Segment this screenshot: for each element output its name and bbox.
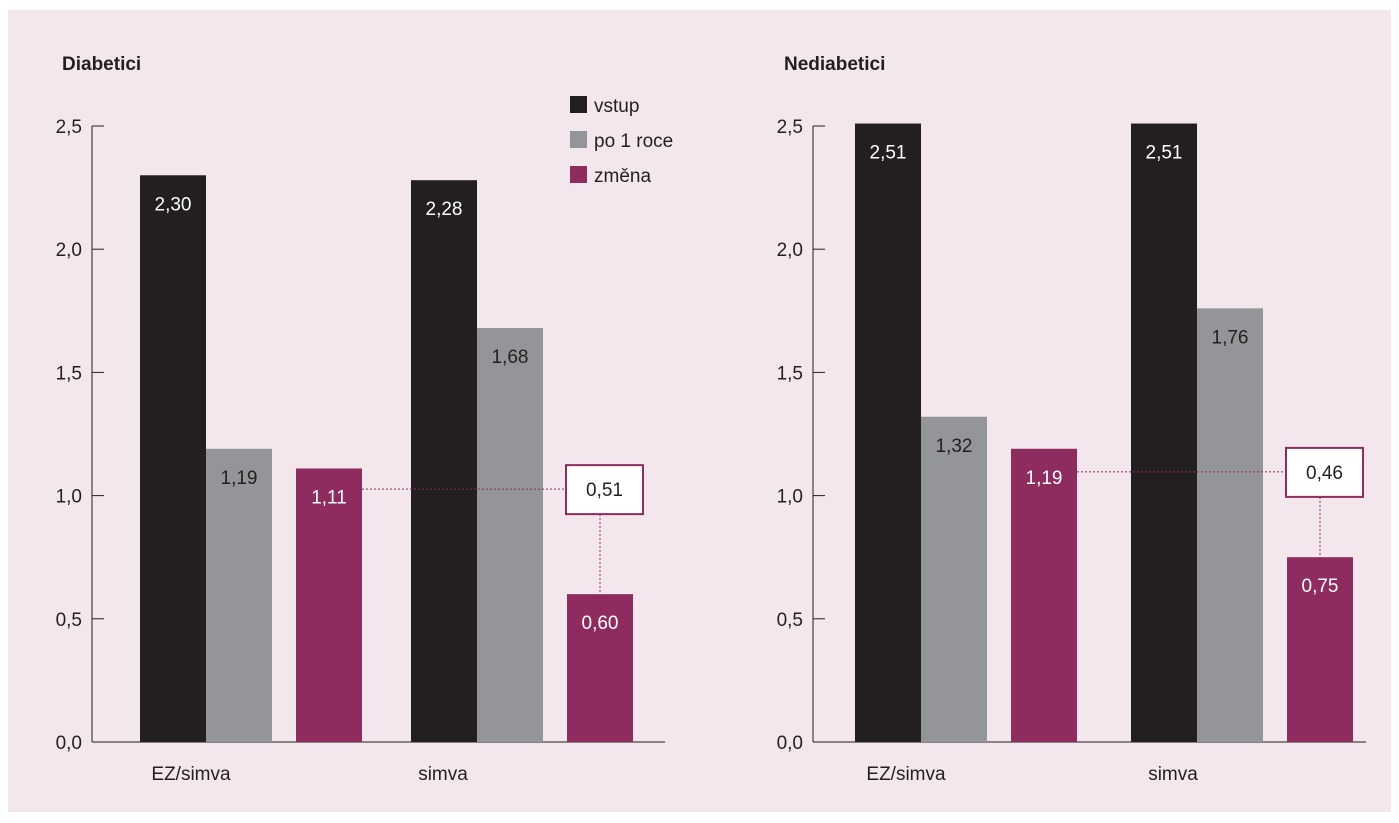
legend-label: změna: [594, 166, 651, 187]
bar-po-1-roce: [477, 328, 543, 742]
bar-data-label: 1,11: [311, 487, 347, 508]
chart-title: Nediabetici: [784, 54, 885, 75]
bar-data-label: 0,60: [582, 613, 619, 634]
bar-data-label: 2,30: [155, 194, 192, 215]
y-tick-label: 0,0: [56, 733, 82, 754]
bar-vstup: [1131, 123, 1197, 742]
bar-vstup: [411, 180, 477, 742]
comparison-label: 0,51: [586, 480, 623, 501]
y-tick-label: 0,0: [777, 733, 803, 754]
legend-label: vstup: [594, 96, 639, 117]
bar-data-label: 1,32: [936, 436, 973, 457]
bar-změna: [1011, 448, 1077, 742]
y-tick-label: 1,0: [777, 487, 803, 508]
x-category-label: simva: [1148, 764, 1198, 785]
y-tick-label: 0,5: [56, 610, 82, 631]
y-tick-label: 1,5: [777, 363, 803, 384]
legend-swatch: [570, 166, 587, 183]
bar-vstup: [140, 175, 206, 742]
y-tick-label: 2,0: [777, 240, 803, 261]
y-tick-label: 1,5: [56, 363, 82, 384]
bar-změna: [1287, 557, 1353, 742]
legend-swatch: [570, 131, 587, 148]
chart-title: Diabetici: [62, 54, 141, 75]
legend-swatch: [570, 96, 587, 113]
bar-data-label: 2,51: [1146, 143, 1183, 164]
y-tick-label: 2,5: [56, 117, 82, 138]
bar-data-label: 1,19: [221, 468, 258, 489]
x-category-label: simva: [418, 764, 468, 785]
comparison-box: [1285, 446, 1364, 498]
bar-data-label: 1,68: [492, 347, 529, 368]
bar-po-1-roce: [921, 416, 987, 742]
x-category-label: EZ/simva: [866, 764, 946, 785]
bar-data-label: 2,28: [426, 199, 463, 220]
bar-data-label: 2,51: [870, 143, 907, 164]
y-tick-label: 1,0: [56, 487, 82, 508]
bar-změna: [296, 468, 362, 742]
bar-data-label: 0,75: [1302, 576, 1339, 597]
y-tick-label: 2,5: [777, 117, 803, 138]
bar-změna: [567, 594, 633, 742]
comparison-label: 0,46: [1306, 463, 1343, 484]
y-tick-label: 0,5: [777, 610, 803, 631]
bar-po-1-roce: [206, 448, 272, 742]
bar-data-label: 1,76: [1212, 327, 1249, 348]
legend-label: po 1 roce: [594, 131, 673, 152]
bar-po-1-roce: [1197, 308, 1263, 742]
y-tick-label: 2,0: [56, 240, 82, 261]
x-category-label: EZ/simva: [151, 764, 231, 785]
bar-data-label: 1,19: [1026, 468, 1063, 489]
comparison-box: [565, 464, 644, 516]
bar-vstup: [855, 123, 921, 742]
